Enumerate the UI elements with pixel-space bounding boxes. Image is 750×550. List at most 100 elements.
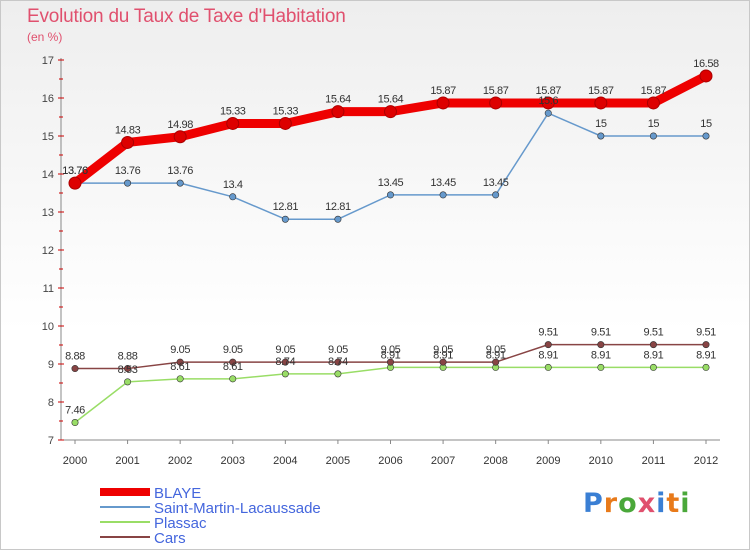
data-label: 9.05 [170,344,190,356]
data-point [544,341,552,349]
data-point [386,358,394,366]
data-label: 8.61 [170,361,190,373]
data-label: 8.61 [223,361,243,373]
data-label: 15.87 [641,85,667,97]
data-point [384,105,397,119]
y-tick-label: 13 [42,207,54,219]
data-point [124,179,132,187]
data-label: 14.98 [167,119,193,131]
data-point [702,341,710,349]
data-label: 15 [595,118,607,130]
data-point [173,130,187,144]
data-label: 8.74 [275,356,295,368]
data-label: 8.91 [644,349,664,361]
data-point [71,419,79,427]
data-point [229,193,237,201]
data-label: 9.51 [591,327,611,339]
x-tick-label: 2000 [63,455,87,467]
data-label: 8.53 [118,364,138,376]
y-tick-label: 7 [48,435,54,447]
y-tick-label: 11 [43,283,54,295]
data-label: 15.64 [378,94,404,106]
data-label: 9.51 [538,327,558,339]
data-point [386,191,394,199]
data-label: 8.91 [486,349,506,361]
data-point [436,96,450,110]
x-tick-label: 2007 [431,455,455,467]
data-label: 15.33 [220,105,246,117]
data-label: 14.83 [115,124,141,136]
data-label: 12.81 [325,201,351,213]
data-label: 8.74 [328,356,348,368]
data-point [176,358,184,366]
data-point [699,69,713,83]
data-label: 15.64 [325,94,351,106]
y-tick-label: 15 [42,131,54,143]
data-point [597,341,605,349]
x-tick-label: 2006 [378,455,402,467]
data-label: 13.76 [115,165,141,177]
legend-label: Cars [154,530,186,547]
data-label: 13.45 [430,177,456,189]
data-point [649,363,657,371]
series-line-plassac [74,366,707,424]
data-point [597,363,605,371]
data-label: 12.81 [273,201,299,213]
data-point [334,215,342,223]
data-point [492,191,500,199]
data-point [492,358,500,366]
data-point [176,179,184,187]
x-tick-label: 2008 [483,455,507,467]
y-tick-label: 14 [42,169,54,181]
data-label: 9.51 [696,327,716,339]
y-tick-label: 17 [42,55,54,67]
data-point [439,191,447,199]
logo-letter: r [603,488,619,519]
y-tick-label: 8 [48,397,54,409]
data-point [281,358,289,366]
data-label: 15.33 [273,105,299,117]
data-label: 13.76 [167,165,193,177]
data-point [544,109,552,117]
data-label: 9.05 [223,344,243,356]
data-label: 9.05 [328,344,348,356]
data-point [331,105,345,119]
data-point [702,132,710,140]
data-label: 15 [700,118,712,130]
data-point [646,96,660,110]
logo-letter: x [637,488,657,519]
logo-letter: i [656,488,667,519]
x-tick-label: 2005 [326,455,350,467]
legend-label: BLAYE [154,485,201,502]
data-point [68,176,82,190]
y-tick-label: 16 [42,93,54,105]
data-point [278,116,292,130]
data-label: 8.91 [591,349,611,361]
data-label: 8.88 [65,351,85,363]
data-label: 13.4 [223,179,243,191]
logo-letter: P [583,488,604,519]
data-point [71,365,79,373]
data-point [649,132,657,140]
x-tick-label: 2004 [273,455,297,467]
data-point [281,370,289,378]
legend-label: Saint-Martin-Lacaussade [154,500,321,517]
data-label: 9.51 [644,327,664,339]
data-point [544,363,552,371]
y-tick-label: 9 [48,359,54,371]
data-point [334,358,342,366]
data-label: 9.05 [433,344,453,356]
data-label: 8.91 [381,349,401,361]
data-label: 16.58 [693,58,719,70]
data-label: 15.87 [588,85,614,97]
data-point [229,375,237,383]
data-label: 8.91 [433,349,453,361]
data-point [124,365,132,373]
x-tick-label: 2011 [642,455,666,467]
chart-title: Evolution du Taux de Taxe d'Habitation [27,6,346,27]
x-tick-label: 2001 [115,455,139,467]
data-point [541,96,555,110]
data-point [334,370,342,378]
data-label: 13.76 [62,165,88,177]
